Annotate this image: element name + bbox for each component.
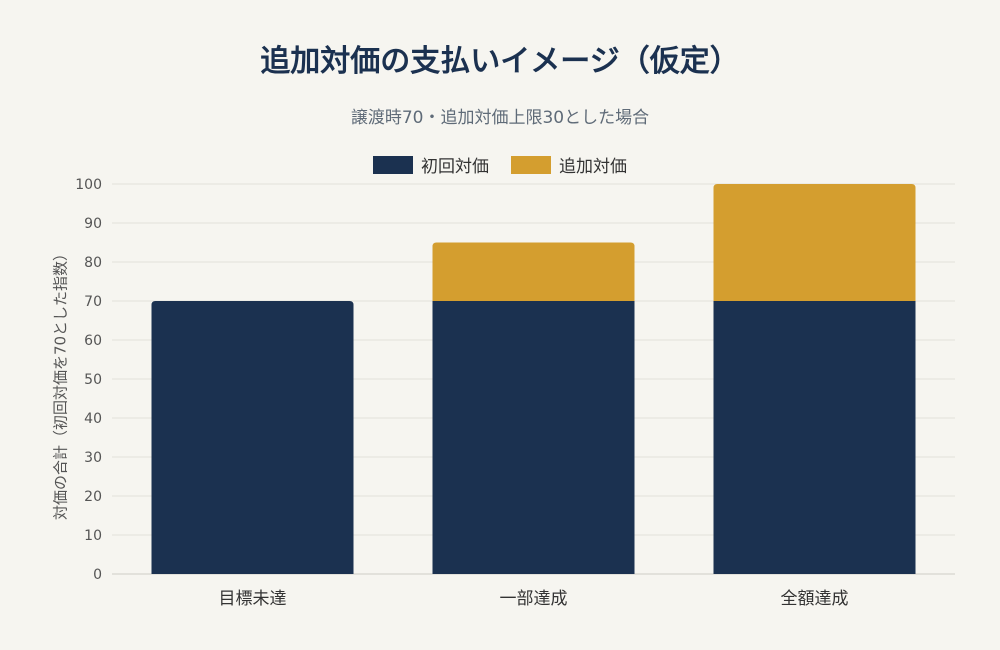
legend-item-additional: 追加対価: [511, 152, 627, 177]
legend-item-initial: 初回対価: [373, 152, 489, 177]
bar-segment: [713, 184, 916, 301]
bar-segment: [151, 301, 354, 574]
legend-swatch-additional: [511, 155, 551, 174]
bar-segment: [713, 301, 916, 574]
bar-segment: [432, 242, 635, 301]
y-tick-label: 20: [84, 489, 102, 505]
y-tick-label: 60: [84, 333, 102, 349]
y-tick-label: 40: [84, 411, 102, 427]
bar-segment: [432, 301, 635, 574]
y-tick-label: 100: [75, 177, 102, 193]
legend-label-initial: 初回対価: [421, 157, 489, 177]
x-tick-label: 全額達成: [781, 589, 849, 609]
chart-title: 追加対価の支払いイメージ（仮定）: [260, 44, 740, 79]
y-tick-label: 30: [84, 450, 102, 466]
y-tick-label: 0: [93, 567, 102, 583]
legend: 初回対価 追加対価: [0, 152, 1000, 177]
legend-swatch-initial: [373, 155, 413, 174]
y-tick-label: 90: [84, 216, 102, 232]
chart-subtitle: 譲渡時70・追加対価上限30とした場合: [350, 108, 650, 128]
x-tick-label: 一部達成: [500, 589, 568, 609]
legend-label-additional: 追加対価: [559, 157, 627, 177]
y-tick-label: 50: [84, 372, 102, 388]
y-tick-label: 10: [84, 528, 102, 544]
y-tick-label: 80: [84, 255, 102, 271]
x-tick-label: 目標未達: [219, 589, 287, 609]
y-tick-label: 70: [84, 294, 102, 310]
